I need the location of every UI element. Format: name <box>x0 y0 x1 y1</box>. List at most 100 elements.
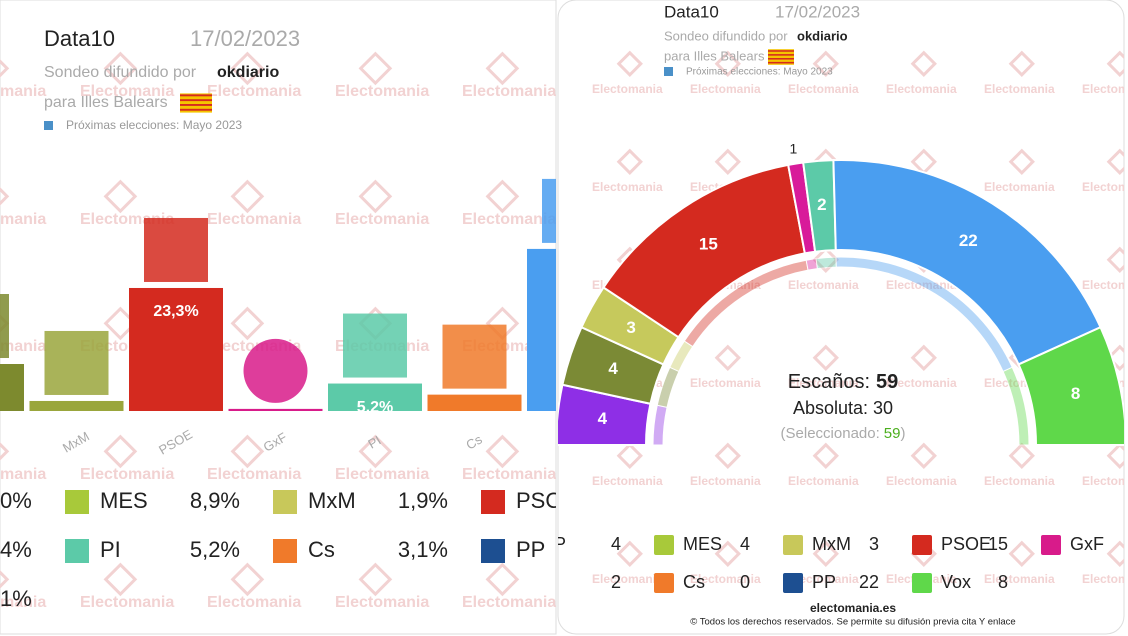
watermark-icon <box>230 51 265 86</box>
seat-label: 1 <box>790 141 798 157</box>
flag-stripe <box>180 94 212 97</box>
watermark: Electomania <box>788 82 859 96</box>
legend-name: Cs <box>308 537 335 562</box>
legend-icon <box>273 490 297 514</box>
watermark-icon <box>1106 148 1124 175</box>
party-logo <box>0 294 9 359</box>
selected-value: 59 <box>884 425 901 442</box>
seat-label: 4 <box>598 409 608 428</box>
left-chart: Electomania Electomania Electomania Electom… <box>0 26 556 611</box>
flag-stripe <box>180 99 212 102</box>
legend-value: 2 <box>611 572 621 592</box>
watermark-icon <box>1008 540 1035 567</box>
watermark-icon <box>358 562 393 597</box>
watermark: Electomania <box>0 594 46 611</box>
legend-lead: 4% <box>0 537 32 562</box>
watermark: Electomania <box>1082 278 1128 292</box>
watermark-icon <box>358 51 393 86</box>
watermark: Electomania <box>984 82 1055 96</box>
seat-ring <box>652 404 668 446</box>
watermark: Electomania <box>788 474 859 488</box>
seat-label: 2 <box>817 195 826 214</box>
seats-label: Escaños: <box>788 371 870 393</box>
watermark-icon <box>103 434 138 469</box>
watermark: Electomania <box>335 594 429 611</box>
watermark-icon <box>230 434 265 469</box>
watermark-icon <box>714 148 741 175</box>
watermark-icon <box>358 179 393 214</box>
watermark: Electomania <box>80 83 174 100</box>
party-logo <box>542 178 556 243</box>
next-election: Próximas elecciones: Mayo 2023 <box>66 118 242 132</box>
watermark-icon <box>1008 148 1035 175</box>
legend-name: Cs <box>683 572 705 592</box>
legend-value: 1,9% <box>398 488 448 513</box>
flag <box>768 49 794 65</box>
legend-value: 0 <box>740 572 750 592</box>
watermark-icon <box>230 179 265 214</box>
watermark: Electomania <box>207 83 301 100</box>
brand: Data10 <box>664 2 719 21</box>
legend-name: PI <box>100 537 121 562</box>
party-logo <box>44 330 109 395</box>
seat-label: 3 <box>626 318 635 337</box>
seat-label: 4 <box>608 359 618 378</box>
watermark: Electomania <box>207 466 301 483</box>
flag-stripe <box>180 108 212 111</box>
watermark: Electomania <box>690 376 761 390</box>
legend-name: MES <box>683 534 722 554</box>
legend-icon <box>783 535 803 555</box>
watermark: Electomania <box>0 83 46 100</box>
selected-close: ) <box>900 425 905 442</box>
party-logo <box>343 313 407 378</box>
source: okdiario <box>797 28 848 43</box>
legend-icon <box>65 539 89 563</box>
watermark: Electomania <box>886 474 957 488</box>
legend-value: 15 <box>988 534 1008 554</box>
watermark: Electomania <box>984 180 1055 194</box>
legend-value: 4 <box>740 534 750 554</box>
legend-name: PP <box>516 537 545 562</box>
watermark: Electomania <box>592 180 663 194</box>
watermark: Electomania <box>1082 572 1128 586</box>
watermark: Electomania <box>0 338 46 355</box>
watermark-icon <box>103 306 138 341</box>
footer-rights: © Todos los derechos reservados. Se perm… <box>690 617 1015 628</box>
watermark: Electomania <box>690 572 761 586</box>
seat-ring <box>815 256 837 270</box>
watermark-icon <box>812 344 839 371</box>
watermark-icon <box>616 50 643 77</box>
legend-icon <box>65 490 89 514</box>
flag <box>180 93 212 113</box>
watermark-icon <box>485 51 520 86</box>
watermark: Electomania <box>984 572 1055 586</box>
flag-stripe <box>768 50 794 52</box>
flag-stripe <box>768 54 794 56</box>
region: para Illes Balears <box>44 94 168 111</box>
seat-label: 8 <box>1071 384 1080 403</box>
seat-ring <box>669 340 694 373</box>
selected-label: (Seleccionado: <box>781 425 880 442</box>
legend-icon <box>273 539 297 563</box>
date: 17/02/2023 <box>190 26 300 51</box>
bar <box>427 394 522 411</box>
watermark-icon <box>812 50 839 77</box>
watermark-icon <box>1106 50 1124 77</box>
legend-value: 3 <box>869 534 879 554</box>
watermark-icon <box>812 246 839 273</box>
bar <box>527 248 556 411</box>
watermark: Electomania <box>592 474 663 488</box>
legend-icon <box>783 573 803 593</box>
legend-name: Vox <box>941 572 971 592</box>
watermark-icon <box>230 562 265 597</box>
selected-summary: (Seleccionado: 59) <box>781 425 906 442</box>
seat-ring <box>835 256 1013 373</box>
region: para Illes Balears <box>664 48 765 63</box>
watermark: Electomania <box>335 466 429 483</box>
footer-site: electomania.es <box>810 601 896 615</box>
watermark: Electomania <box>886 376 957 390</box>
ballot-icon <box>44 121 53 130</box>
legend-icon <box>481 490 505 514</box>
watermark-icon <box>103 562 138 597</box>
